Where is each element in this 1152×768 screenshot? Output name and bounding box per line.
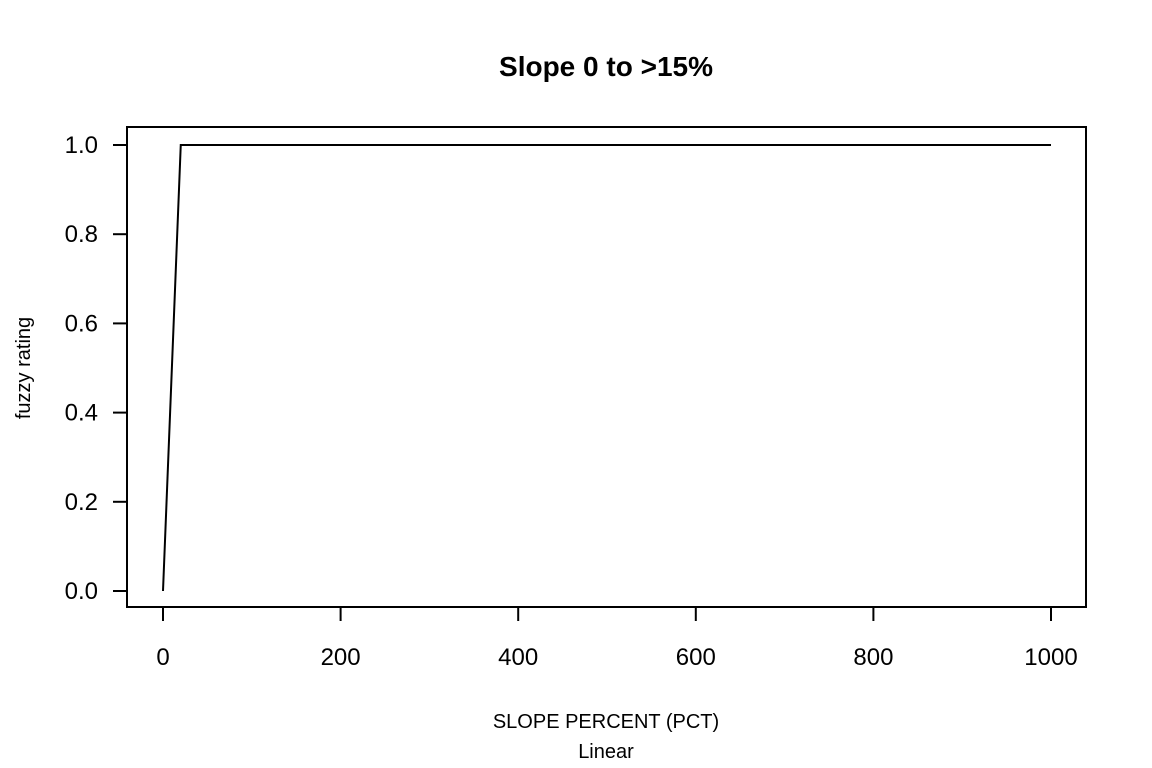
y-tick-label: 0.2 [65,489,98,516]
x-axis-sublabel: Linear [578,741,634,763]
x-axis-label: SLOPE PERCENT (PCT) [493,711,719,733]
x-tick-label: 200 [321,644,361,671]
y-tick-label: 0.4 [65,400,98,427]
x-tick-label: 1000 [1024,644,1077,671]
y-axis: 0.0 0.2 0.4 0.6 0.8 1.0 [65,132,128,605]
y-tick-label: 0.8 [65,221,98,248]
x-axis: 0 200 400 600 800 1000 [156,606,1078,671]
series-line [162,144,1051,592]
x-tick-label: 0 [156,644,169,671]
y-tick-label: 0.0 [65,578,98,605]
series-layer [162,144,1051,592]
y-tick-label: 0.6 [65,310,98,337]
plot-frame [126,126,1087,608]
x-tick-label: 400 [498,644,538,671]
x-tick-label: 800 [853,644,893,671]
x-tick-label: 600 [676,644,716,671]
y-tick-label: 1.0 [65,132,98,159]
y-axis-label: fuzzy rating [13,317,35,419]
chart-title: Slope 0 to >15% [499,51,713,82]
